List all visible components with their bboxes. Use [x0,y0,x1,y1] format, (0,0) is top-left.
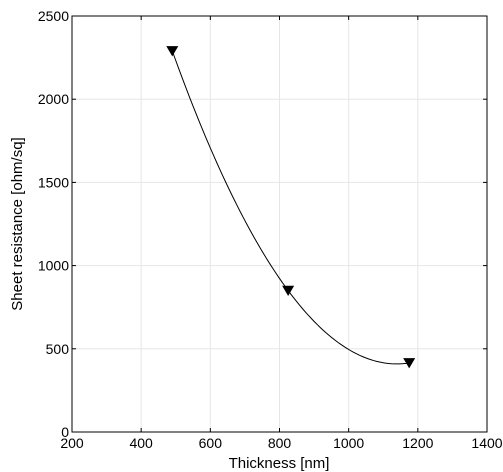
x-tick-label: 200 [60,435,84,451]
data-point-marker [166,46,179,57]
y-tick-label: 0 [61,424,69,440]
x-tick-labels: 200 400 600 800 1000 1200 1400 [60,435,502,451]
y-tick-labels: 0 500 1000 1500 2000 2500 [38,8,69,440]
data-point-marker [403,358,416,369]
data-point-marker [282,285,295,296]
x-tick-label: 1200 [402,435,433,451]
axis-ticks [71,15,488,433]
y-tick-label: 1500 [38,174,69,190]
y-axis-title: Sheet resistance [ohm/sq] [9,137,26,310]
grid [72,16,487,432]
x-tick-label: 1000 [333,435,364,451]
x-tick-label: 800 [268,435,292,451]
y-tick-label: 1000 [38,258,69,274]
x-tick-label: 600 [199,435,223,451]
data-markers [166,46,416,369]
x-tick-label: 400 [129,435,153,451]
y-tick-label: 2000 [38,91,69,107]
y-tick-label: 2500 [38,8,69,24]
x-tick-label: 1400 [471,435,502,451]
x-axis-title: Thickness [nm] [229,455,330,472]
y-tick-label: 500 [46,341,70,357]
fit-curve-line [171,50,410,365]
